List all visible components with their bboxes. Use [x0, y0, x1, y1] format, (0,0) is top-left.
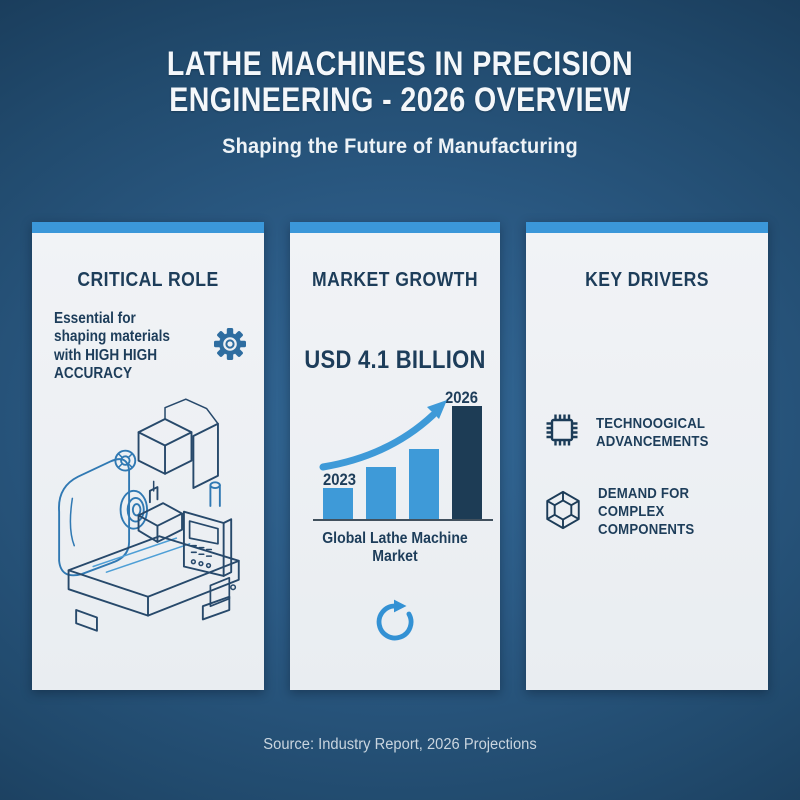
cards-row: CRITICAL ROLE Essential for shaping mate…: [32, 222, 768, 690]
bar-2023: [323, 488, 353, 519]
market-value: USD 4.1 BILLION: [304, 346, 486, 374]
bar-label-end-year: 2026: [445, 389, 479, 407]
page-title: LATHE MACHINES IN PRECISION ENGINEERING …: [64, 46, 736, 118]
card-title-critical-role: CRITICAL ROLE: [77, 269, 219, 291]
title-line-1: LATHE MACHINES IN PRECISION: [166, 45, 634, 83]
chart-baseline: [313, 519, 493, 521]
hexagon-icon: [542, 489, 584, 536]
card-title-key-drivers: KEY DRIVERS: [585, 269, 709, 291]
header: LATHE MACHINES IN PRECISION ENGINEERING …: [0, 46, 800, 159]
card-critical-role: CRITICAL ROLE Essential for shaping mate…: [32, 222, 264, 690]
subtitle: Shaping the Future of Manufacturing: [222, 135, 578, 159]
card-market-growth: MARKET GROWTH USD 4.1 BILLION 2023 2026 …: [290, 222, 500, 690]
card-key-drivers: KEY DRIVERS: [526, 222, 768, 690]
lathe-machine-illustration: [32, 397, 264, 654]
gear-icon: [210, 324, 250, 369]
chart-caption: Global Lathe Machine Market: [322, 530, 468, 565]
card-title-market-growth: MARKET GROWTH: [311, 269, 479, 291]
list-item: DEMAND FOR COMPLEX COMPONENTS: [542, 485, 756, 539]
critical-role-row: Essential for shaping materials with HIG…: [54, 310, 250, 383]
refresh-icon: [290, 596, 500, 647]
driver-label: TECHNOOGICAL ADVANCEMENTS: [596, 414, 709, 450]
driver-label: DEMAND FOR COMPLEX COMPONENTS: [598, 485, 695, 538]
source-note: Source: Industry Report, 2026 Projection…: [263, 736, 537, 753]
bar-2025: [409, 449, 439, 519]
chip-icon: [542, 410, 582, 455]
key-drivers-list: TECHNOOGICAL ADVANCEMENTS DEMAND FOR COM…: [542, 410, 756, 539]
bar-label-start-year: 2023: [323, 471, 357, 489]
list-item: TECHNOOGICAL ADVANCEMENTS: [542, 410, 756, 455]
bar-2024: [366, 467, 396, 519]
critical-role-description: Essential for shaping materials with HIG…: [54, 310, 170, 382]
bar-chart-bars: [323, 406, 482, 519]
title-line-2: ENGINEERING - 2026 OVERVIEW: [169, 81, 631, 120]
growth-arrow-icon: [319, 400, 447, 471]
bar-2026: [452, 406, 482, 519]
bar-chart: 2023 2026: [303, 389, 493, 521]
